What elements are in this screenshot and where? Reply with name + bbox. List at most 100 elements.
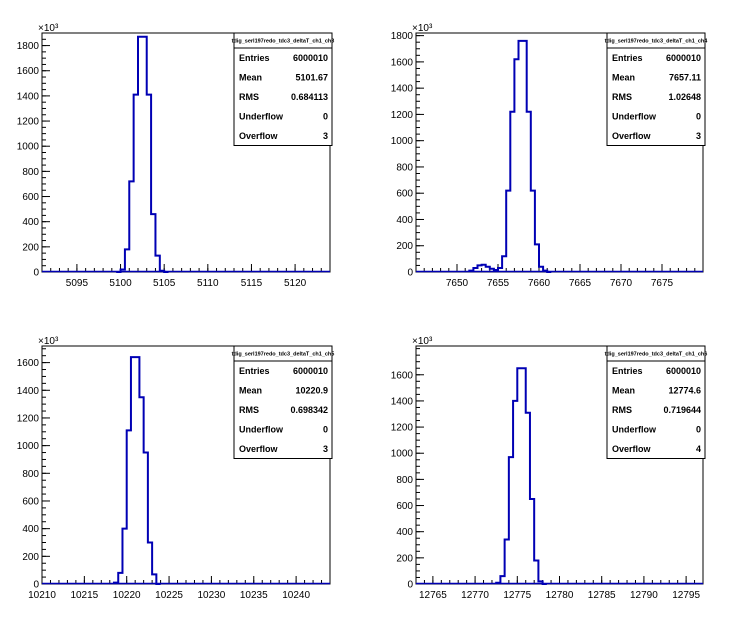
x-tick-label: 12790 (630, 590, 658, 601)
stats-title: tdig_serl197redo_tdc3_deltaT_ch1_ch6 (605, 352, 708, 358)
stats-label: Entries (239, 53, 270, 63)
x-tick-label: 5095 (66, 278, 89, 289)
y-tick-label: 200 (22, 242, 39, 253)
y-tick-label: 0 (33, 580, 39, 591)
x-tick-label: 12775 (503, 590, 531, 601)
x-tick-label: 10240 (282, 590, 310, 601)
y-tick-label: 0 (33, 268, 39, 279)
y-tick-label: 400 (22, 217, 39, 228)
y-tick-label: 800 (22, 167, 39, 178)
y-tick-label: 600 (22, 496, 39, 507)
histogram-panel-1: 5095 5100 5105 5110 5115 5120 0 200 400 600 800 100… (17, 23, 335, 289)
x-tick-label: 10220 (113, 590, 141, 601)
stats-label: Mean (612, 386, 635, 396)
y-tick-label: 600 (22, 192, 39, 203)
stats-value: 6000010 (293, 53, 328, 63)
y-tick-label: 1600 (391, 370, 414, 381)
x-tick-label: 5110 (197, 278, 219, 289)
stats-label: Overflow (612, 444, 652, 454)
y-tick-label: 1400 (391, 396, 414, 407)
stats-box-frame (233, 32, 333, 146)
y-tick-label: 1400 (391, 84, 414, 95)
histogram-series (116, 35, 169, 273)
stats-value: 0.719644 (663, 405, 701, 415)
y-tick-label: 1000 (391, 136, 414, 147)
stats-label: Underflow (612, 112, 657, 122)
stats-value: 4 (696, 444, 701, 454)
x-tick-label: 10235 (240, 590, 268, 601)
y-tick-label: 400 (22, 524, 39, 535)
stats-value: 3 (696, 131, 701, 141)
y-tick-label: 400 (396, 527, 413, 538)
y-tick-label: 0 (407, 580, 413, 591)
x-tick-label: 5105 (153, 278, 176, 289)
stats-box: tdig_serl197redo_tdc3_deltaT_ch1_ch6 Entr… (605, 345, 708, 459)
histogram-panel-4: 12765 12770 12775 12780 12785 12790 12795 0 200 4… (391, 336, 708, 601)
stats-box: tdig_serl197redo_tdc3_deltaT_ch1_ch5 Entr… (232, 345, 335, 459)
stats-label: RMS (612, 405, 632, 415)
stats-title: tdig_serl197redo_tdc3_deltaT_ch1_ch4 (605, 39, 709, 45)
y-tick-label: 1600 (17, 66, 40, 77)
x-tick-label: 5115 (241, 278, 263, 289)
y-tick-label: 1400 (17, 91, 40, 102)
stats-box: tdig_serl197redo_tdc3_deltaT_ch1_ch3 Entr… (232, 32, 335, 146)
stats-value: 0 (696, 112, 701, 122)
x-tick-label: 10210 (28, 590, 56, 601)
y-tick-label: 1000 (17, 142, 40, 153)
stats-value: 0 (696, 425, 701, 435)
stats-value: 0.684113 (291, 92, 328, 102)
stats-value: 6000010 (666, 53, 701, 63)
y-exponent-label: ×10³ (412, 336, 433, 347)
stats-box-frame (606, 32, 706, 146)
x-tick-label: 12785 (588, 590, 616, 601)
y-tick-label: 200 (22, 552, 39, 563)
y-tick-label: 1200 (17, 117, 40, 128)
x-tick-label: 5120 (284, 278, 307, 289)
stats-label: Mean (612, 73, 635, 83)
stats-value: 0 (323, 112, 328, 122)
histogram-panel-3: 10210 10215 10220 10225 10230 10235 10240 0 200 4… (17, 336, 335, 601)
stats-value: 3 (323, 444, 328, 454)
y-tick-label: 800 (22, 469, 39, 480)
x-tick-label: 12795 (672, 590, 700, 601)
y-tick-label: 1200 (17, 413, 40, 424)
stats-label: RMS (612, 92, 632, 102)
y-tick-label: 800 (396, 475, 413, 486)
stats-label: Mean (239, 73, 262, 83)
x-tick-label: 10215 (70, 590, 98, 601)
histogram-series (495, 367, 547, 585)
y-tick-label: 1800 (17, 41, 40, 52)
x-tick-label: 12765 (419, 590, 447, 601)
histogram-series (113, 356, 161, 585)
x-tick-label: 12770 (461, 590, 489, 601)
stats-value: 10220.9 (295, 386, 328, 396)
stats-value: 6000010 (293, 366, 328, 376)
stats-label: Underflow (612, 425, 657, 435)
stats-label: Entries (239, 366, 270, 376)
y-exponent-label: ×10³ (38, 336, 59, 347)
stats-box-frame (233, 345, 333, 459)
y-tick-label: 1000 (17, 441, 40, 452)
x-tick-label: 7660 (528, 278, 551, 289)
stats-title: tdig_serl197redo_tdc3_deltaT_ch1_ch3 (232, 39, 335, 45)
y-tick-label: 1000 (391, 449, 414, 460)
stats-label: Entries (612, 53, 643, 63)
stats-title: tdig_serl197redo_tdc3_deltaT_ch1_ch5 (232, 352, 335, 358)
y-tick-label: 1400 (17, 386, 40, 397)
stats-label: Overflow (239, 131, 279, 141)
stats-value: 3 (323, 131, 328, 141)
y-exponent-label: ×10³ (412, 23, 433, 34)
stats-label: RMS (239, 405, 259, 415)
y-tick-label: 400 (396, 215, 413, 226)
stats-value: 0.698342 (290, 405, 328, 415)
y-tick-label: 1800 (391, 31, 414, 42)
stats-value: 1.02648 (668, 92, 701, 102)
x-tick-label: 12780 (546, 590, 574, 601)
x-tick-label: 7675 (651, 278, 674, 289)
stats-value: 7657.11 (669, 73, 701, 83)
stats-label: Underflow (239, 425, 284, 435)
x-tick-label: 10230 (198, 590, 226, 601)
stats-label: Entries (612, 366, 643, 376)
stats-label: Mean (239, 386, 262, 396)
